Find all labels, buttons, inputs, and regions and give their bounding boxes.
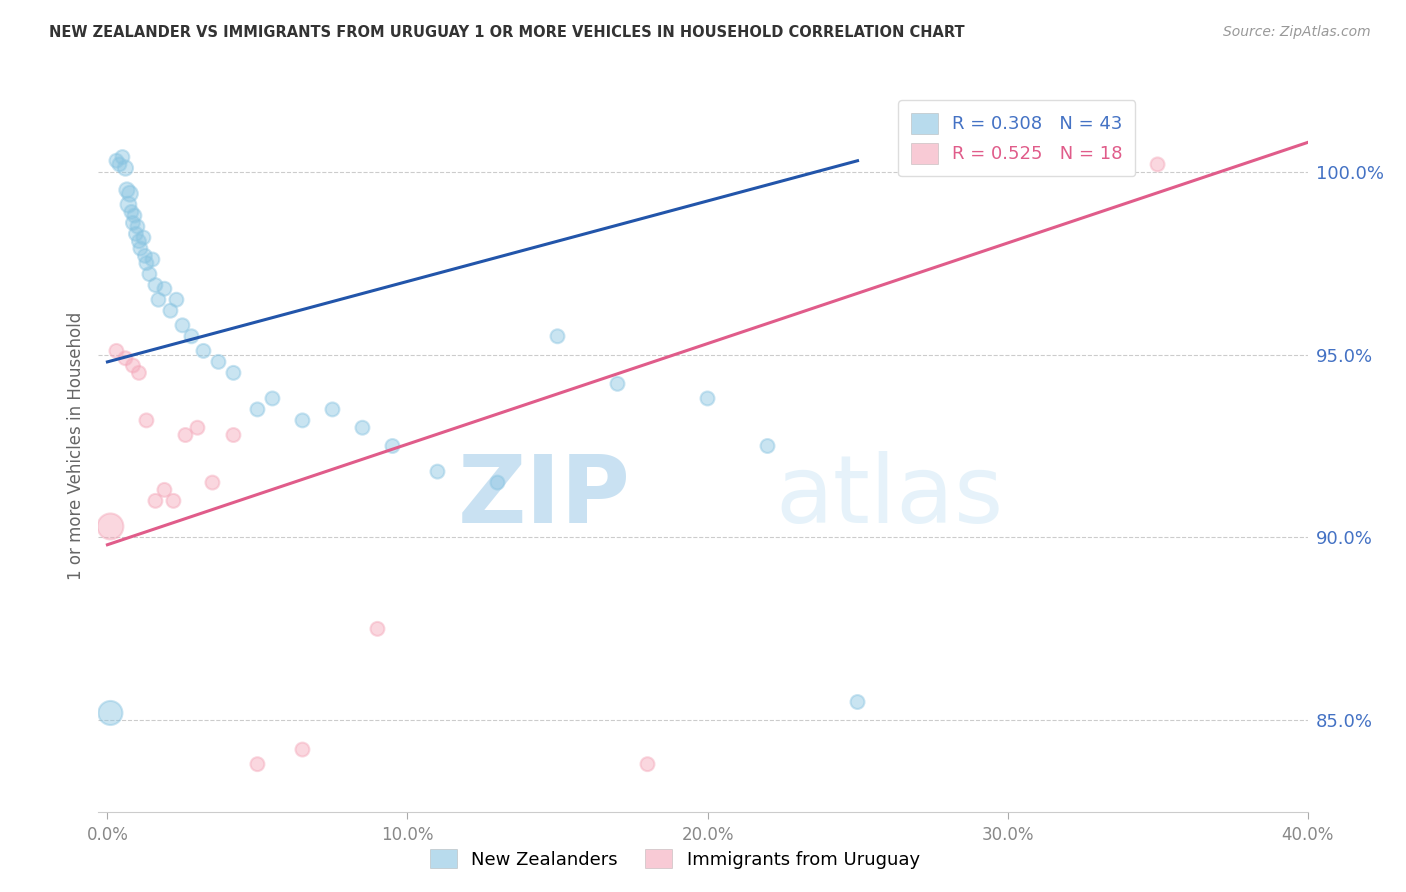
Point — [111, 150, 134, 164]
Point — [127, 219, 149, 234]
Legend: New Zealanders, Immigrants from Uruguay: New Zealanders, Immigrants from Uruguay — [423, 842, 927, 876]
Point — [117, 197, 139, 211]
Point — [122, 216, 145, 230]
Point — [125, 227, 148, 241]
Point — [153, 282, 176, 296]
Point — [153, 483, 176, 497]
Point — [193, 343, 215, 358]
Point — [180, 329, 202, 343]
Point — [1146, 157, 1168, 171]
Point — [186, 420, 208, 434]
Point — [138, 267, 160, 281]
Point — [145, 493, 167, 508]
Point — [352, 420, 374, 434]
Point — [141, 252, 163, 267]
Point — [366, 622, 388, 636]
Point — [696, 392, 718, 406]
Text: Source: ZipAtlas.com: Source: ZipAtlas.com — [1223, 25, 1371, 39]
Point — [100, 706, 122, 720]
Point — [172, 318, 194, 333]
Point — [162, 493, 184, 508]
Point — [105, 343, 128, 358]
Point — [148, 293, 170, 307]
Point — [105, 153, 128, 168]
Point — [122, 359, 145, 373]
Point — [114, 351, 136, 366]
Point — [114, 161, 136, 175]
Point — [637, 757, 659, 772]
Y-axis label: 1 or more Vehicles in Household: 1 or more Vehicles in Household — [66, 312, 84, 580]
Text: ZIP: ZIP — [457, 451, 630, 543]
Point — [159, 303, 181, 318]
Text: atlas: atlas — [776, 451, 1004, 543]
Point — [222, 366, 245, 380]
Point — [381, 439, 404, 453]
Point — [134, 249, 156, 263]
Point — [124, 209, 146, 223]
Point — [606, 376, 628, 391]
Point — [547, 329, 569, 343]
Legend: R = 0.308   N = 43, R = 0.525   N = 18: R = 0.308 N = 43, R = 0.525 N = 18 — [898, 100, 1135, 177]
Point — [174, 428, 197, 442]
Point — [115, 183, 138, 197]
Point — [165, 293, 187, 307]
Point — [128, 366, 150, 380]
Point — [222, 428, 245, 442]
Point — [132, 230, 155, 244]
Point — [756, 439, 779, 453]
Point — [291, 413, 314, 427]
Point — [129, 242, 152, 256]
Point — [291, 742, 314, 756]
Point — [100, 519, 122, 533]
Point — [321, 402, 343, 417]
Point — [118, 186, 141, 201]
Point — [207, 355, 229, 369]
Point — [246, 402, 269, 417]
Point — [145, 278, 167, 293]
Point — [128, 234, 150, 248]
Point — [120, 205, 142, 219]
Point — [846, 695, 869, 709]
Point — [135, 413, 157, 427]
Point — [108, 157, 131, 171]
Point — [426, 465, 449, 479]
Point — [201, 475, 224, 490]
Text: NEW ZEALANDER VS IMMIGRANTS FROM URUGUAY 1 OR MORE VEHICLES IN HOUSEHOLD CORRELA: NEW ZEALANDER VS IMMIGRANTS FROM URUGUAY… — [49, 25, 965, 40]
Point — [486, 475, 509, 490]
Point — [246, 757, 269, 772]
Point — [135, 256, 157, 270]
Point — [262, 392, 284, 406]
